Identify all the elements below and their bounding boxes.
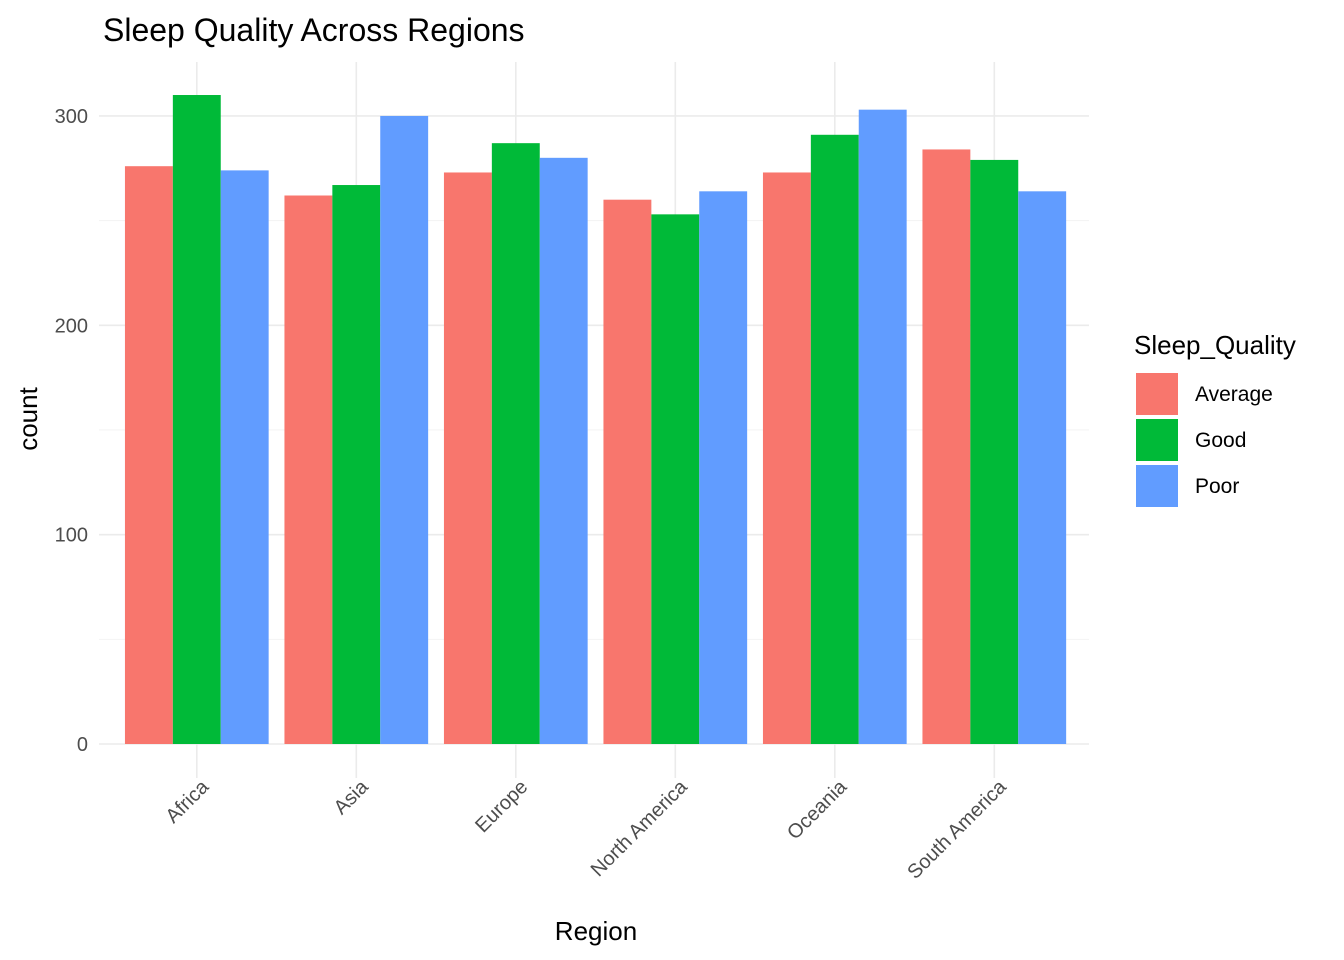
bar [380, 115, 429, 744]
bar [539, 157, 588, 744]
x-tick-label: South America [903, 775, 1011, 883]
bar [762, 172, 811, 745]
bars [124, 95, 1067, 745]
legend-label: Good [1195, 429, 1246, 452]
bar [1018, 191, 1067, 745]
bar [651, 214, 700, 745]
bar [220, 170, 269, 745]
bar [491, 143, 540, 744]
y-axis-title: count [13, 386, 43, 450]
bar [284, 195, 333, 745]
x-tick-label: North America [587, 775, 693, 881]
y-tick-label: 100 [55, 525, 88, 547]
bar [603, 199, 652, 744]
bar [858, 109, 907, 745]
y-tick-label: 200 [55, 315, 88, 337]
x-tick-label: Africa [162, 775, 214, 827]
y-tick-label: 0 [77, 734, 88, 756]
x-axis-ticks: Africa Asia Europe North America Oceania Sout… [162, 775, 1012, 883]
x-tick-label: Asia [330, 775, 374, 819]
legend: Sleep_Quality Average Good Poor [1134, 330, 1296, 507]
chart-title: Sleep Quality Across Regions [103, 12, 525, 48]
bar [172, 95, 221, 744]
bar [810, 134, 859, 744]
bar [699, 191, 748, 745]
x-tick-label: Oceania [783, 775, 852, 844]
legend-title: Sleep_Quality [1134, 330, 1296, 360]
bar [332, 185, 381, 744]
y-tick-label: 300 [55, 106, 88, 128]
legend-label: Poor [1195, 475, 1239, 498]
bar [922, 149, 971, 745]
legend-key [1136, 465, 1178, 507]
bar [443, 172, 492, 745]
x-axis-title: Region [555, 916, 637, 946]
legend-label: Average [1195, 383, 1273, 406]
x-tick-label: Europe [471, 776, 532, 837]
bar [970, 159, 1019, 744]
y-axis-ticks: 0 100 200 300 [55, 106, 88, 756]
bar [124, 166, 173, 745]
legend-key [1136, 373, 1178, 415]
legend-key [1136, 419, 1178, 461]
